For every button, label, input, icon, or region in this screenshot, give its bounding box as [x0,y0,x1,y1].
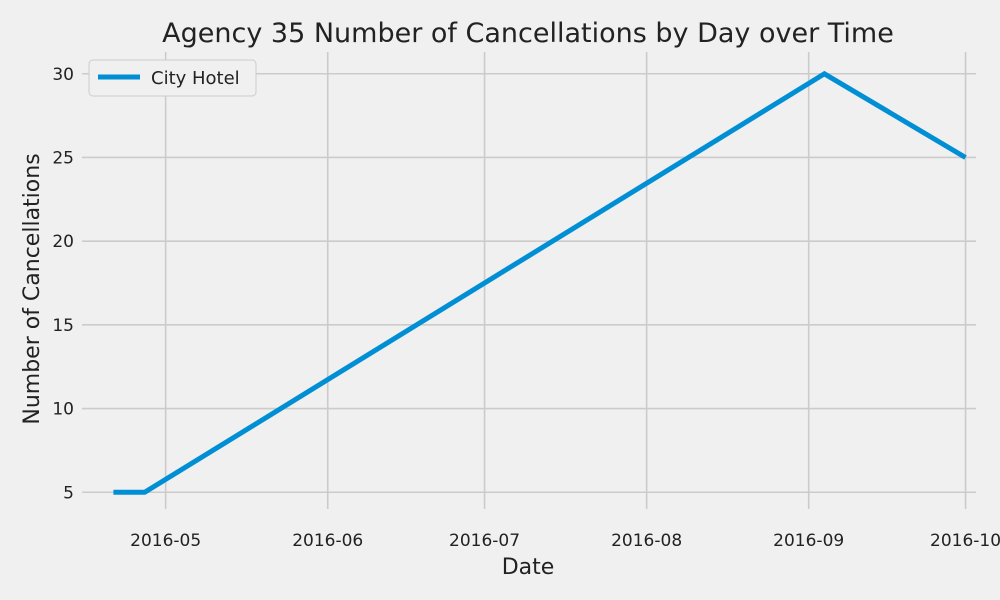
series-line-0 [113,70,967,495]
y-axis-label: Number of Cancellations [20,153,45,424]
y-tick-label: 30 [52,65,74,85]
y-tick-label: 5 [63,483,74,503]
x-tick-label: 2016-07 [449,531,520,551]
legend-label: City Hotel [151,68,240,89]
x-tick-label: 2016-08 [611,531,682,551]
x-tick-label: 2016-05 [130,531,201,551]
y-tick-label: 10 [52,400,74,420]
y-tick-label: 25 [52,148,74,168]
x-tick-label: 2016-09 [773,531,844,551]
tick-layer: 5 10 15 20 25 30 2016-05 2016-06 2016-07 2016-08 2… [52,65,1000,551]
x-axis-label: Date [502,555,555,580]
legend: City Hotel [88,59,257,97]
grid-layer [82,52,976,509]
y-tick-label: 15 [52,316,74,336]
legend-box [88,59,257,97]
series-layer [113,70,967,495]
x-tick-label: 2016-10 [930,531,1000,551]
x-tick-label: 2016-06 [292,531,363,551]
y-tick-label: 20 [52,232,74,252]
chart-title: Agency 35 Number of Cancellations by Day… [162,18,894,49]
